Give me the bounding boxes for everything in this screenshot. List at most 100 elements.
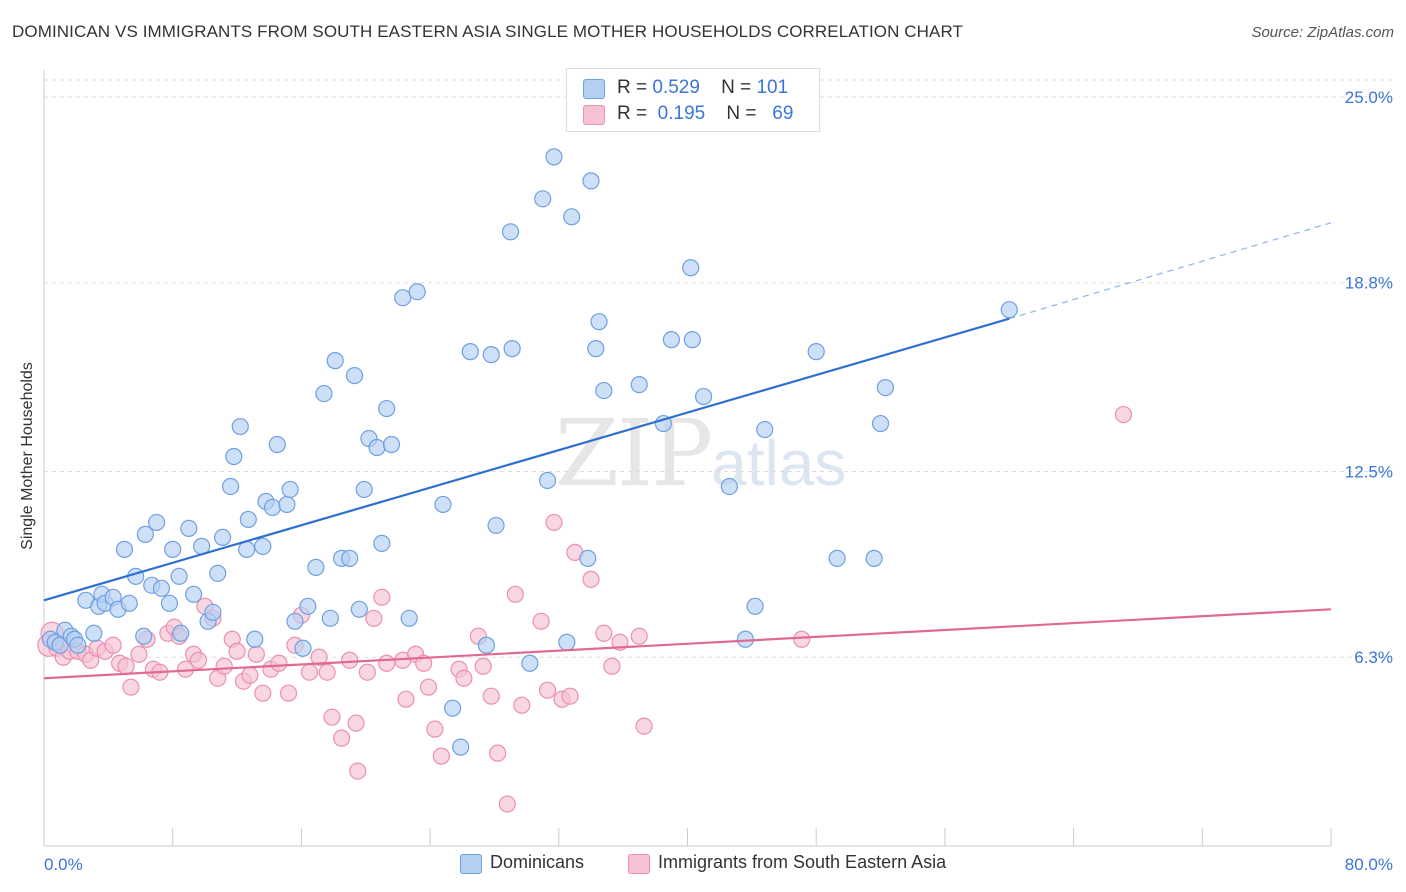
legend-swatch-blue (583, 79, 605, 99)
point-dominicans (876, 378, 894, 397)
point-dominicans (595, 381, 613, 400)
point-immigrants (603, 657, 621, 675)
point-dominicans (378, 399, 396, 418)
point-dominicans (69, 636, 87, 654)
point-dominicans (209, 564, 227, 582)
point-immigrants (561, 687, 579, 705)
point-immigrants (323, 708, 341, 726)
point-immigrants (279, 684, 298, 702)
point-dominicans (756, 420, 774, 439)
point-dominicans (563, 208, 581, 226)
point-dominicans (172, 624, 190, 642)
point-dominicans (268, 435, 286, 454)
point-dominicans (579, 549, 597, 567)
point-dominicans (487, 516, 505, 535)
point-dominicans (148, 513, 166, 532)
point-dominicans (222, 477, 240, 496)
point-dominicans (164, 540, 182, 558)
point-immigrants (545, 513, 563, 532)
point-dominicans (294, 639, 312, 657)
y-tick-label: 25.0% (1345, 88, 1393, 107)
point-immigrants (415, 654, 433, 672)
legend-series: Dominicans Immigrants from South Eastern… (0, 852, 1406, 878)
point-immigrants (397, 690, 415, 708)
point-immigrants (122, 678, 140, 696)
point-dominicans (434, 495, 452, 514)
point-dominicans (545, 148, 563, 166)
point-immigrants (228, 642, 246, 660)
point-immigrants (117, 657, 135, 675)
point-immigrants (630, 627, 648, 645)
point-immigrants (215, 657, 233, 675)
point-immigrants (1114, 405, 1133, 424)
point-dominicans (746, 597, 764, 615)
point-immigrants (378, 654, 396, 672)
point-dominicans (115, 540, 134, 558)
legend-text-immigrants: R = 0.195 N = 69 (617, 103, 794, 124)
point-immigrants (532, 612, 550, 630)
y-tick-label: 6.3% (1354, 648, 1393, 667)
point-dominicans (180, 519, 198, 538)
point-dominicans (1000, 301, 1018, 319)
point-dominicans (534, 190, 552, 208)
point-dominicans (204, 603, 222, 621)
point-dominicans (345, 367, 364, 385)
point-dominicans (136, 525, 154, 544)
point-immigrants (341, 651, 359, 669)
point-dominicans (120, 594, 138, 612)
point-dominicans (341, 549, 359, 567)
point-immigrants (300, 663, 319, 681)
trendline-dominicans-extension (1009, 222, 1332, 320)
trendline-dominicans (43, 317, 1010, 602)
point-dominicans (299, 597, 317, 615)
point-immigrants (373, 588, 391, 606)
point-dominicans (501, 223, 520, 241)
point-immigrants (270, 654, 288, 672)
point-immigrants (241, 666, 259, 684)
point-dominicans (521, 654, 539, 672)
point-dominicans (452, 738, 470, 756)
point-immigrants (432, 747, 450, 765)
point-dominicans (587, 340, 605, 358)
point-dominicans (239, 510, 257, 529)
point-dominicans (281, 480, 299, 499)
point-dominicans (828, 549, 846, 567)
point-immigrants (247, 645, 265, 663)
point-dominicans (170, 567, 188, 585)
point-dominicans (461, 343, 479, 361)
point-dominicans (865, 549, 883, 567)
point-immigrants (189, 651, 208, 669)
point-dominicans (694, 387, 713, 406)
point-immigrants (582, 570, 600, 588)
chart-title: DOMINICAN VS IMMIGRANTS FROM SOUTH EASTE… (12, 22, 964, 41)
point-dominicans (683, 331, 701, 349)
point-dominicans (225, 447, 243, 466)
point-dominicans (444, 699, 462, 717)
point-dominicans (503, 340, 521, 358)
point-immigrants (482, 687, 500, 705)
point-dominicans (307, 558, 325, 576)
point-immigrants (419, 678, 438, 696)
point-immigrants (455, 669, 473, 687)
legend-swatch-pink (583, 105, 605, 125)
y-tick-label: 12.5% (1345, 462, 1393, 481)
point-dominicans (85, 624, 103, 642)
point-immigrants (513, 696, 531, 714)
point-dominicans (368, 438, 386, 457)
x-tick-label: 80.0% (1345, 855, 1393, 874)
point-dominicans (278, 495, 296, 514)
point-immigrants (635, 717, 653, 735)
point-dominicans (871, 414, 890, 433)
point-dominicans (185, 585, 203, 603)
point-dominicans (254, 537, 272, 555)
point-immigrants (130, 645, 148, 663)
point-dominicans (135, 627, 153, 645)
point-immigrants (310, 648, 328, 666)
point-immigrants (333, 729, 351, 747)
point-dominicans (355, 480, 373, 499)
legend-text-dominicans: R = 0.529 N = 101 (617, 77, 789, 98)
x-tick-label: 0.0% (44, 855, 83, 874)
point-dominicans (662, 331, 681, 349)
point-dominicans (590, 313, 608, 331)
